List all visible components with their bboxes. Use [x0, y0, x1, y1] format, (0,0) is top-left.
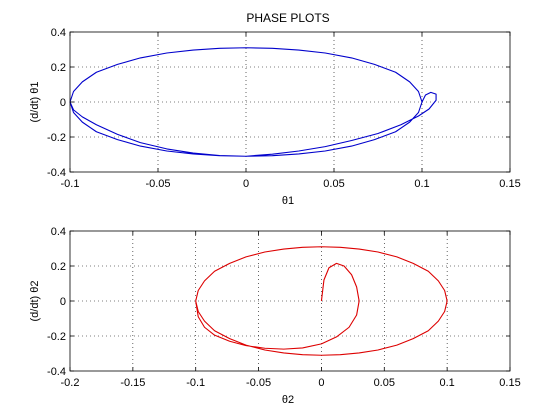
y-tick-label: -0.4: [47, 167, 66, 179]
y-tick-label: 0.2: [51, 62, 66, 74]
x-tick-label: -0.05: [145, 178, 170, 190]
y-tick-label: -0.4: [47, 366, 66, 378]
x-axis-label: θ2: [282, 394, 294, 406]
x-axis-label: θ1: [282, 195, 294, 207]
y-tick-label: 0.4: [51, 27, 66, 39]
y-tick-label: 0: [60, 296, 66, 308]
x-tick-label: 0.1: [414, 178, 429, 190]
x-tick-label: 0.05: [323, 178, 344, 190]
y-tick-label: 0.2: [51, 261, 66, 273]
x-tick-label: -0.1: [186, 377, 205, 389]
x-tick-label: -0.05: [246, 377, 271, 389]
subplot-theta1: -0.1 -0.05 0 0.05 0.1 0.15 -0.4 -0.2 0 0.2 0.4 θ1 (d…: [29, 27, 521, 207]
x-tick-label: 0: [318, 377, 324, 389]
y-tick-label: 0: [60, 97, 66, 109]
y-axis-label: (d/dt) θ1: [29, 82, 41, 123]
y-tick-label: 0.4: [51, 226, 66, 238]
x-tick-label: 0.05: [374, 377, 395, 389]
x-tick-label: -0.15: [120, 377, 145, 389]
y-axis-label: (d/dt) θ2: [29, 281, 41, 322]
y-tick-label: -0.2: [47, 331, 66, 343]
x-tick-label: 0.1: [439, 377, 454, 389]
chart-title: PHASE PLOTS: [246, 11, 329, 25]
x-tick-label: -0.1: [61, 178, 80, 190]
x-tick-label: 0.15: [499, 377, 520, 389]
x-tick-label: -0.2: [61, 377, 80, 389]
x-tick-label: 0.15: [499, 178, 520, 190]
subplot-theta2: -0.2 -0.15 -0.1 -0.05 0 0.05 0.1 0.15-0.4-0.200…: [29, 226, 521, 406]
x-tick-label: 0: [243, 178, 249, 190]
y-tick-label: -0.2: [47, 132, 66, 144]
